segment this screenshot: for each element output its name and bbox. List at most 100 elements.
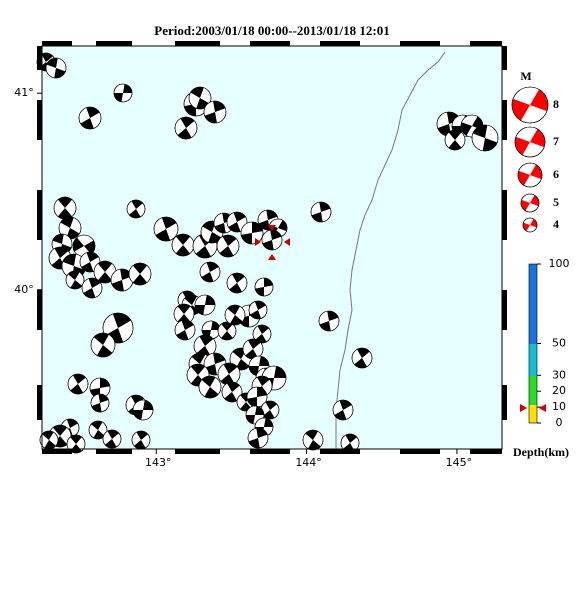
beachball-rim [78, 106, 102, 130]
beachball-rim [511, 86, 549, 124]
magnitude-label: 5 [553, 195, 559, 209]
beachball-rim [90, 332, 116, 358]
beachball-rim [302, 429, 324, 451]
beachball-sector [175, 234, 191, 256]
beachball-sector [132, 263, 148, 285]
beachball-sector [176, 320, 194, 340]
lat-label: 41° [14, 86, 34, 99]
beachball-sector [39, 52, 53, 71]
beachball-rim [248, 300, 268, 320]
beachball-rim [203, 100, 227, 124]
beachball-sector [514, 129, 546, 155]
beachball-sector [250, 301, 266, 320]
beachball-rim [522, 217, 538, 233]
beachball-sector [232, 348, 250, 370]
beachball-rim [186, 363, 210, 387]
depth-label: 50 [552, 337, 566, 350]
beachball-sector [90, 378, 110, 398]
beachball-rim [224, 304, 246, 326]
magnitude-title: M [520, 69, 531, 83]
beachball-rim [66, 434, 86, 454]
beachball-sector [97, 261, 113, 284]
beachball-sector [60, 216, 80, 239]
beachball-sector [521, 195, 539, 211]
beachball-rim [245, 405, 265, 425]
frame-bar [250, 41, 290, 46]
depth-label: 0 [556, 416, 563, 429]
beachball-sector [195, 295, 215, 315]
beachball-sector [523, 218, 537, 232]
beachball-rim [199, 261, 221, 283]
beachball-rim [65, 270, 85, 290]
beachball-sector [134, 431, 148, 450]
beachball-rim [153, 216, 179, 242]
beachball-rim [444, 129, 466, 151]
frame-bar [175, 449, 220, 454]
magnitude-label: 8 [553, 97, 559, 111]
magnitude-legend: 8 7 6 5 4 [511, 86, 559, 233]
beachball-sector [262, 230, 282, 251]
beachball-rim [128, 262, 152, 286]
beachball-rim [254, 277, 274, 297]
beachball-rim [174, 319, 196, 341]
beachball-rim [221, 381, 243, 403]
beachball-rim [126, 199, 146, 219]
beachball-sector [311, 202, 331, 222]
depth-label: 100 [549, 257, 570, 270]
depth-color [529, 376, 537, 405]
frame-bar [96, 41, 132, 46]
beachball-rim [310, 201, 332, 223]
beachball-sector [91, 421, 105, 439]
beachball-sector [448, 129, 462, 151]
beachball-sector [201, 376, 219, 398]
beachball-rim [351, 347, 373, 369]
beachball-rim [318, 310, 340, 332]
beachball-rim [198, 375, 222, 399]
depth-label: 20 [552, 384, 566, 397]
depth-color [529, 264, 537, 344]
beachball-sector [202, 321, 220, 339]
frame-bar [175, 41, 220, 46]
beachball-rim [520, 193, 540, 213]
beachball-rim [174, 116, 198, 140]
frame-bar [470, 41, 502, 46]
beachball-sector [227, 305, 243, 325]
beachball-sector [83, 278, 101, 298]
magnitude-label: 4 [553, 217, 559, 231]
marker [284, 238, 290, 246]
beachball-sector [57, 197, 73, 220]
depth-color [529, 344, 537, 376]
frame-bar [400, 41, 440, 46]
beachball-sector [133, 400, 153, 420]
beachball-rim [45, 57, 67, 79]
beachball-sector [220, 363, 238, 386]
beachball-rim [81, 277, 103, 299]
beachball-rim [217, 321, 237, 341]
beachball-sector [114, 84, 132, 102]
frame-bar [400, 449, 440, 454]
beachball-rim [113, 83, 133, 103]
lon-label: 143° [145, 456, 172, 469]
beachball-sector [129, 200, 143, 219]
beachball-sector [263, 401, 277, 419]
beachball-sector [518, 164, 542, 186]
depth-marker [520, 404, 546, 412]
beachball-sector [319, 311, 339, 331]
beachball-sector [105, 313, 131, 343]
beachball-rim [226, 211, 248, 233]
lon-label: 145° [446, 456, 473, 469]
beachball-sector [190, 87, 210, 109]
beachball-sector [512, 89, 549, 121]
beachball-sector [73, 237, 95, 255]
beachball-sector [224, 382, 240, 402]
beachball-sector [472, 125, 498, 152]
map-frame: 143° 144° 145° 41° 40° [14, 41, 507, 469]
beachball-sector [128, 395, 144, 415]
beachball-sector [204, 100, 226, 123]
beachball-sector [228, 211, 246, 232]
frame-bar [250, 449, 290, 454]
beachball-sector [354, 348, 370, 368]
beachball-sector [93, 333, 113, 357]
focal-mechanisms [36, 52, 499, 454]
beachball-rim [102, 312, 134, 344]
